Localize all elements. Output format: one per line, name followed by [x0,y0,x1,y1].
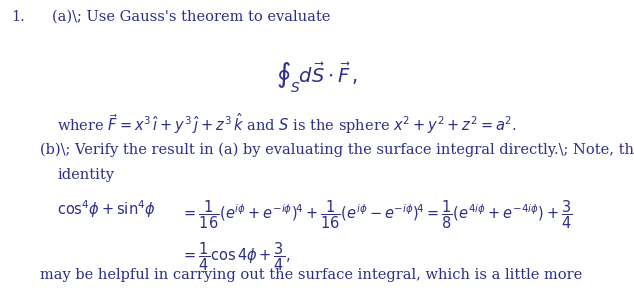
Text: may be helpful in carrying out the surface integral, which is a little more: may be helpful in carrying out the surfa… [40,268,582,283]
Text: $= \dfrac{1}{4}\cos 4\phi + \dfrac{3}{4},$: $= \dfrac{1}{4}\cos 4\phi + \dfrac{3}{4}… [181,240,290,273]
Text: 1.: 1. [11,10,25,24]
Text: $\oint_S d\vec{S}\cdot\vec{F}\,,$: $\oint_S d\vec{S}\cdot\vec{F}\,,$ [276,60,358,95]
Text: $\cos^4\!\phi + \sin^4\!\phi$: $\cos^4\!\phi + \sin^4\!\phi$ [57,199,155,220]
Text: (a)\; Use Gauss's theorem to evaluate: (a)\; Use Gauss's theorem to evaluate [52,10,330,24]
Text: (b)\; Verify the result in (a) by evaluating the surface integral directly.\; No: (b)\; Verify the result in (a) by evalua… [40,143,634,157]
Text: identity: identity [57,168,114,183]
Text: $= \dfrac{1}{16}\left(e^{i\phi}+e^{-i\phi}\right)^{\!4} + \dfrac{1}{16}\left(e^{: $= \dfrac{1}{16}\left(e^{i\phi}+e^{-i\ph… [181,199,573,231]
Text: where $\vec{F} = x^3 \,\hat{\imath} + y^3 \,\hat{\jmath} + z^3 \,\hat{k}$ and $S: where $\vec{F} = x^3 \,\hat{\imath} + y^… [57,111,517,136]
